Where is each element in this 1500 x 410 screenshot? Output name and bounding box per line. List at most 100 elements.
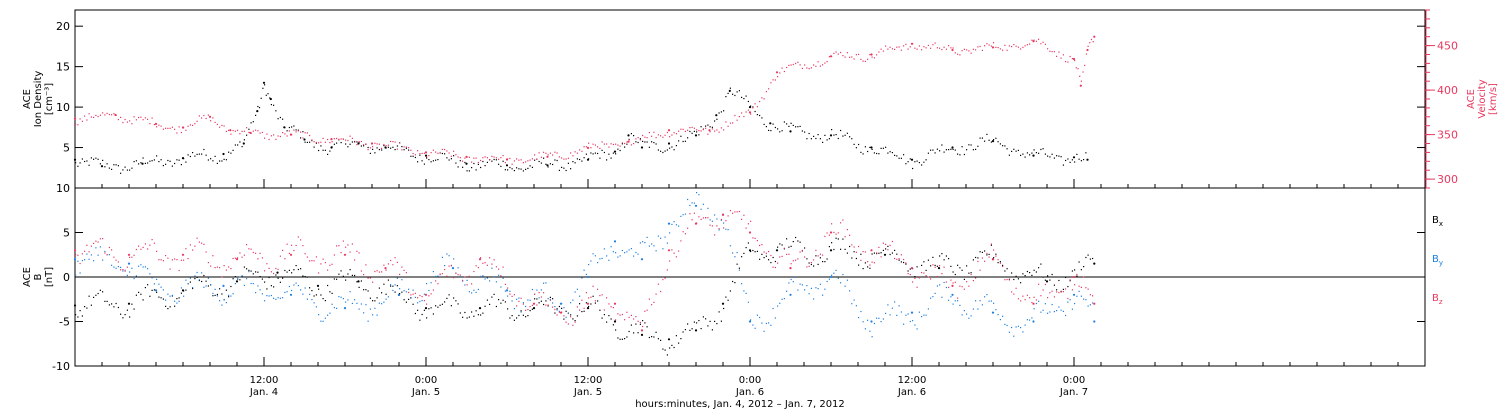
bz-sample bbox=[936, 275, 938, 278]
by-sample bbox=[147, 268, 149, 270]
density-sample bbox=[336, 142, 338, 144]
density-sample bbox=[698, 134, 700, 136]
density-sample bbox=[750, 105, 752, 107]
velocity-sample bbox=[345, 139, 347, 141]
velocity-sample bbox=[954, 52, 956, 54]
velocity-sample bbox=[455, 154, 457, 156]
velocity-point bbox=[546, 155, 549, 158]
velocity-sample bbox=[1051, 51, 1053, 53]
density-point bbox=[667, 142, 671, 145]
bx-sample bbox=[358, 286, 360, 288]
velocity-axis-label-line3: [km/s] bbox=[1488, 83, 1499, 115]
bx-sample bbox=[439, 304, 441, 306]
bz-sample bbox=[228, 266, 230, 268]
bx-sample bbox=[180, 292, 182, 294]
velocity-sample bbox=[851, 56, 853, 58]
bx-sample bbox=[198, 279, 200, 282]
bz-sample bbox=[682, 231, 684, 233]
density-sample bbox=[646, 141, 648, 143]
density-sample bbox=[252, 121, 254, 123]
bx-sample bbox=[511, 315, 513, 317]
by-sample bbox=[565, 316, 567, 318]
density-sample bbox=[662, 151, 664, 154]
velocity-sample bbox=[376, 143, 378, 145]
velocity-sample bbox=[471, 161, 473, 163]
bx-sample bbox=[421, 313, 423, 316]
bx-sample bbox=[707, 325, 709, 327]
by-sample bbox=[219, 300, 221, 302]
bx-sample bbox=[813, 265, 815, 267]
bx-sample bbox=[900, 261, 902, 263]
bx-sample bbox=[599, 309, 601, 311]
bz-sample bbox=[723, 227, 725, 229]
density-sample bbox=[966, 149, 968, 151]
by-sample bbox=[666, 242, 668, 244]
bz-sample bbox=[932, 264, 934, 266]
bx-sample bbox=[192, 287, 194, 290]
bz-sample bbox=[630, 314, 632, 316]
bz-sample bbox=[927, 276, 929, 278]
velocity-sample bbox=[1006, 49, 1008, 51]
bx-sample bbox=[457, 303, 459, 305]
by-sample bbox=[934, 292, 936, 294]
by-sample bbox=[241, 275, 243, 277]
by-sample bbox=[644, 242, 646, 244]
bx-sample bbox=[716, 323, 718, 325]
bz-sample bbox=[574, 321, 576, 323]
density-sample bbox=[666, 149, 668, 151]
velocity-sample bbox=[745, 111, 747, 113]
bz-sample bbox=[801, 249, 803, 251]
density-sample bbox=[682, 140, 684, 143]
density-sample bbox=[716, 118, 718, 120]
legend-by-sub: y bbox=[1439, 259, 1443, 267]
bz-sample bbox=[405, 272, 407, 274]
density-sample bbox=[232, 149, 234, 151]
density-sample bbox=[219, 160, 221, 162]
velocity-sample bbox=[122, 122, 124, 124]
density-sample bbox=[511, 168, 513, 170]
bz-sample bbox=[345, 246, 347, 248]
density-sample bbox=[423, 163, 425, 165]
bx-sample bbox=[878, 252, 880, 254]
by-sample bbox=[122, 270, 124, 272]
bx-sample bbox=[390, 285, 392, 287]
density-sample bbox=[131, 167, 133, 169]
velocity-series bbox=[73, 35, 1096, 165]
by-sample bbox=[261, 293, 263, 295]
bz-sample bbox=[621, 313, 623, 316]
by-sample bbox=[522, 302, 524, 304]
density-point bbox=[1086, 158, 1089, 161]
bz-sample bbox=[876, 252, 878, 254]
by-point bbox=[505, 289, 509, 292]
velocity-sample bbox=[282, 132, 284, 134]
by-point bbox=[951, 293, 954, 296]
bx-sample bbox=[115, 302, 117, 305]
velocity-sample bbox=[203, 114, 205, 117]
velocity-sample bbox=[437, 152, 439, 154]
bz-sample bbox=[354, 259, 356, 261]
by-sample bbox=[160, 286, 162, 288]
velocity-sample bbox=[664, 134, 666, 136]
bx-sample bbox=[846, 252, 848, 254]
bz-sample bbox=[648, 298, 650, 300]
bz-sample bbox=[734, 211, 736, 213]
bx-sample bbox=[896, 253, 898, 255]
velocity-sample bbox=[324, 141, 326, 143]
bx-sample bbox=[907, 270, 909, 272]
bx-sample bbox=[693, 321, 695, 323]
bx-sample bbox=[495, 305, 497, 308]
bz-sample bbox=[756, 240, 758, 242]
bz-point bbox=[1093, 302, 1096, 305]
bz-sample bbox=[655, 293, 657, 295]
density-sample bbox=[570, 168, 572, 170]
density-point bbox=[991, 140, 995, 143]
y-tick-label: 10 bbox=[56, 182, 70, 195]
by-sample bbox=[772, 307, 774, 310]
velocity-sample bbox=[858, 53, 860, 55]
velocity-sample bbox=[480, 159, 482, 162]
bz-sample bbox=[833, 231, 835, 233]
density-sample bbox=[644, 141, 646, 143]
density-sample bbox=[590, 152, 592, 154]
by-sample bbox=[747, 301, 749, 303]
bx-sample bbox=[824, 261, 826, 263]
